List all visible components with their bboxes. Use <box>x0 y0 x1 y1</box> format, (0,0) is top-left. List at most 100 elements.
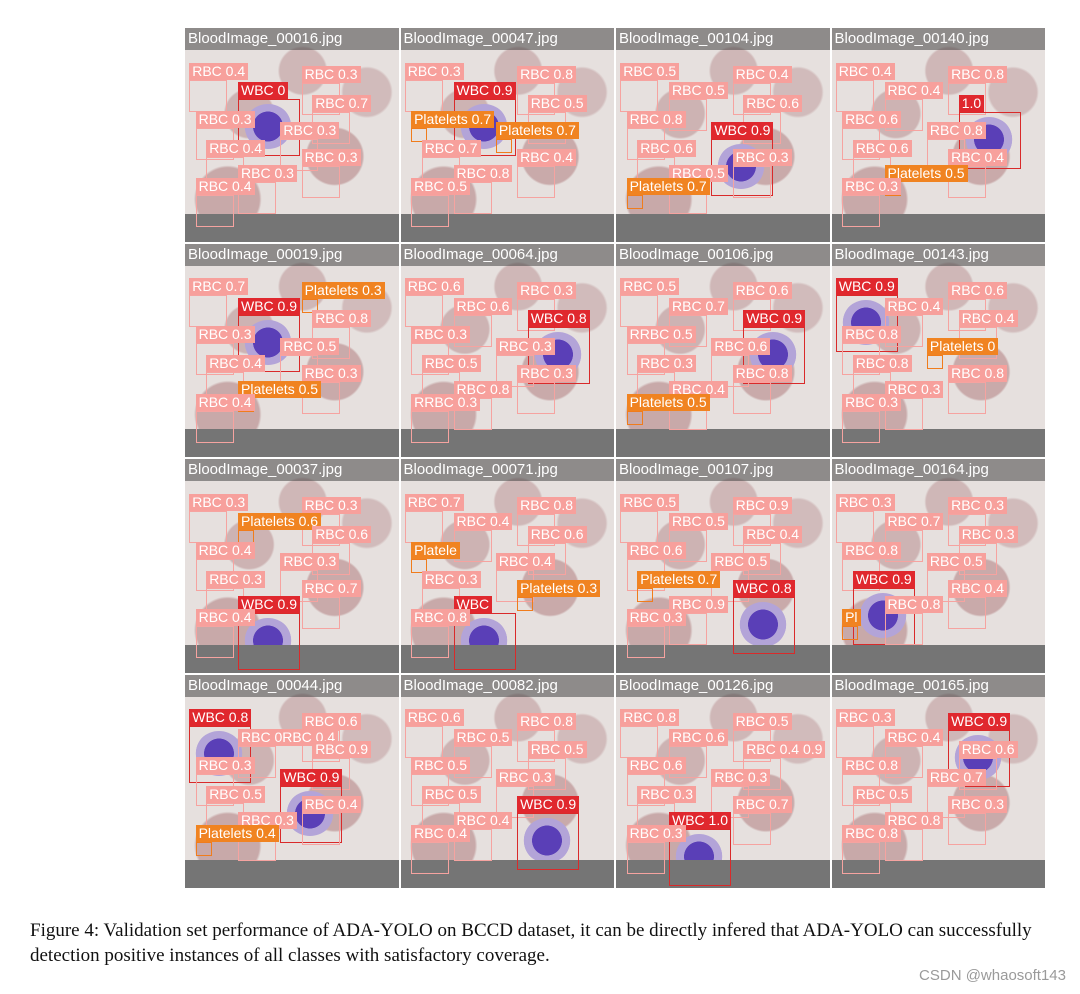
detection-label: RBC 0.4 <box>195 178 255 195</box>
detection-label: RBC 0.6 <box>527 525 587 543</box>
detection-label: RBC 0.3 <box>948 497 1008 514</box>
image-filename: BloodImage_00071.jpg <box>400 459 614 481</box>
detection-label: RBC 0.4 <box>884 297 944 315</box>
detection-label: RBC 0.4 0.9 <box>743 741 826 759</box>
detection-label: WBC 0.9 <box>280 768 343 786</box>
detection-label: WBC 0.9 <box>852 570 915 588</box>
detection-label: RBC 0.4 <box>948 580 1008 598</box>
detection-label: RBC 0.3 <box>189 493 249 511</box>
detection-label: RBC 0.5 <box>453 728 513 746</box>
detection-label: RBC 0.5 <box>421 355 481 373</box>
detection-label: RBC 0.5 <box>620 278 680 296</box>
detection-box <box>189 79 228 112</box>
detection-label: RBC 0.7 <box>884 513 944 530</box>
detection-label: RBC 0.6 <box>453 297 513 315</box>
detection-label: RBC 0.5 <box>620 62 680 80</box>
detection-box <box>637 587 654 602</box>
image-tile: BloodImage_00126.jpg RBC 0.8 RBC 0.5 RBC 0.… <box>616 674 830 888</box>
detection-label: RBC 0.6 <box>732 281 792 299</box>
detection-label: RBC 0.8 <box>884 596 944 614</box>
detection-box <box>732 166 771 199</box>
detection-label: WBC <box>453 596 493 614</box>
detection-box <box>301 166 340 199</box>
detection-label: RBC 0.3 <box>842 178 902 195</box>
detection-label: RBC 0.3 <box>301 364 361 382</box>
detection-label: WBC 0.8 <box>189 709 252 727</box>
detection-box <box>517 597 534 612</box>
detection-box <box>411 195 450 227</box>
detection-label: Platelets 0.4 <box>195 824 279 842</box>
detection-label: RBC 0.6 <box>404 278 464 296</box>
detection-label: RBC 0.6 <box>301 712 361 730</box>
detection-label: RBC 0.8 <box>517 66 577 83</box>
detection-box <box>301 812 340 845</box>
detection-label: WBC 0.9 <box>711 122 774 139</box>
detection-label: RBC 0.3 <box>238 811 297 829</box>
detection-label: RBC 0.6 <box>958 741 1018 759</box>
detection-label: RBC 0.5 <box>669 82 728 99</box>
detection-box <box>411 841 450 874</box>
detection-box <box>626 195 643 209</box>
detection-box <box>411 558 428 573</box>
image-filename: BloodImage_00019.jpg <box>185 243 399 266</box>
detection-label: RBC 0.5 <box>280 337 340 355</box>
detection-label: RBC 0.5 <box>421 786 481 804</box>
detection-box <box>620 510 659 543</box>
detection-label: RBC 0.8 <box>842 757 902 775</box>
detection-label: RBC 0.3 <box>626 609 686 626</box>
detection-label: WBC 0.9 <box>743 310 806 328</box>
image-tile: BloodImage_00064.jpg RBC 0.6 RBC 0.3 RBC 0.… <box>400 243 614 457</box>
image-tile: BloodImage_00047.jpg RBC 0.3 RBC 0.8 WBC 0.… <box>400 28 614 242</box>
detection-box <box>301 597 340 630</box>
detection-label: WBC 1.0 <box>669 811 732 829</box>
image-filename: BloodImage_00016.jpg <box>185 28 399 50</box>
detection-box <box>620 295 659 328</box>
detection-label: RBC 0.5 <box>411 757 471 775</box>
wbc-cell <box>523 817 572 863</box>
detection-label: RBC 0.7 <box>404 493 464 511</box>
detection-label: RBC 0.4 <box>195 609 255 626</box>
detection-box <box>195 626 234 658</box>
image-tile: BloodImage_00107.jpg RBC 0.5 RBC 0.9 RBC 0.… <box>616 459 830 673</box>
detection-label: RBC 0.5 <box>669 165 728 183</box>
detection-label: RBC 0.4 <box>453 513 513 530</box>
image-filename: BloodImage_00082.jpg <box>400 674 614 697</box>
detection-label: RBC 0.5 <box>852 786 912 804</box>
detection-label: RBC 0.5 <box>711 553 771 570</box>
detection-box <box>958 111 1021 169</box>
detection-box <box>404 79 443 112</box>
detection-box <box>732 381 771 414</box>
detection-label: RBC 0.7 <box>312 94 372 112</box>
detection-label: RBC 0.3 <box>206 570 266 588</box>
detection-label: RBC 0.6 <box>669 728 728 746</box>
detection-box <box>620 79 659 112</box>
detection-box <box>835 726 874 759</box>
detection-label: RBC 0.6 <box>312 525 372 543</box>
detection-box <box>453 613 516 671</box>
detection-label: RBC 0.3 <box>411 326 471 344</box>
detection-label: RBC 0.3 <box>195 110 255 128</box>
detection-label: RBC 0.3 <box>517 281 577 299</box>
detection-box <box>404 295 443 328</box>
image-filename: BloodImage_00126.jpg <box>616 674 830 697</box>
detection-label: RBC 0.8 <box>517 497 577 514</box>
detection-box <box>195 410 234 443</box>
detection-label: RBC 0.4 <box>884 82 944 99</box>
image-filename: BloodImage_00165.jpg <box>831 674 1045 697</box>
detection-label: Platelets 0 <box>926 337 999 355</box>
detection-label: RBC 0.6 <box>852 139 912 157</box>
detection-label: RBC 0.3 <box>495 337 555 355</box>
detection-box <box>238 182 276 215</box>
detection-label: RBC 0.4 <box>884 728 944 746</box>
detection-box <box>626 841 665 874</box>
detection-label: WBC 0.9 <box>835 278 898 296</box>
detection-label: RBC 0.3 <box>301 497 361 514</box>
detection-box <box>453 828 492 861</box>
image-tile: BloodImage_00044.jpg WBC 0.8 RBC 0.6 RBC 0R… <box>185 674 399 888</box>
detection-label: RBC 0.5 <box>669 513 728 530</box>
image-tile: BloodImage_00140.jpg RBC 0.4 RBC 0.8 RBC 0.… <box>831 28 1045 242</box>
detection-label: RBC 0.8 <box>517 712 577 730</box>
detection-label: RBC 0.5 <box>411 178 471 195</box>
detection-label: WBC 0.9 <box>517 795 580 813</box>
detection-label: RBC 0.3 <box>835 709 895 727</box>
